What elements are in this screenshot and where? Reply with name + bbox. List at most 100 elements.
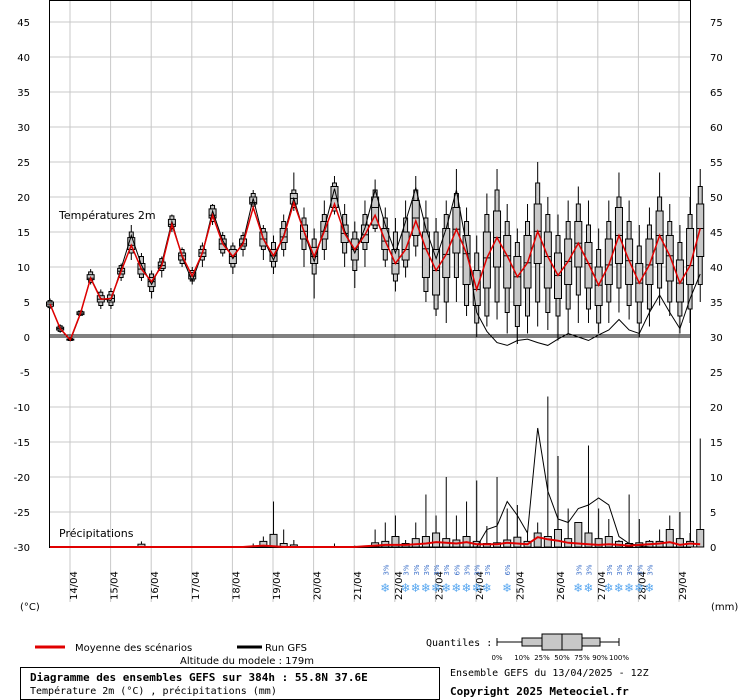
date-label: 20/04 — [313, 571, 324, 600]
quantile-tick-label: 100% — [609, 654, 629, 662]
left-tick-label: -15 — [14, 438, 30, 449]
copyright-label: Copyright 2025 Meteociel.fr — [450, 685, 629, 698]
left-tick-label: -20 — [14, 473, 30, 484]
snow-percent-label: 3% — [575, 564, 583, 575]
right-tick-label: 5 — [710, 508, 716, 519]
snow-percent-label: 3% — [413, 564, 421, 575]
temp-box — [513, 256, 522, 306]
series-lines — [49, 186, 701, 548]
date-label: 26/04 — [556, 571, 567, 600]
precipitation-boxplots — [137, 396, 705, 548]
date-label: 25/04 — [516, 571, 527, 600]
temp-box — [371, 196, 380, 226]
quantile-tick-label: 90% — [592, 654, 608, 662]
snowflake-icon: ❄ — [411, 581, 421, 595]
temp-box — [584, 242, 593, 289]
snow-markers: 3%❄3%❄3%❄3%❄3%❄3%❄6%❄3%❄3%❄3%❄6%❄3%❄3%❄3… — [380, 564, 654, 595]
date-label: 14/04 — [69, 571, 80, 600]
quantile-key — [496, 633, 620, 651]
snowflake-icon: ❄ — [421, 581, 431, 595]
temp-box — [432, 249, 441, 296]
snowflake-icon: ❄ — [624, 581, 634, 595]
ensemble-label: Ensemble GEFS du 13/04/2025 - 12Z — [450, 668, 649, 679]
precip-box — [269, 533, 278, 548]
quantile-tick-label: 0% — [491, 654, 502, 662]
snowflake-icon: ❄ — [634, 581, 644, 595]
snowflake-icon: ❄ — [614, 581, 624, 595]
left-tick-label: 10 — [17, 263, 30, 274]
precip-box — [665, 529, 674, 548]
date-label: 17/04 — [191, 571, 202, 600]
chart-title: Diagramme des ensembles GEFS sur 384h : … — [30, 671, 368, 684]
quantile-tick-label: 25% — [534, 654, 550, 662]
date-label: 18/04 — [231, 571, 242, 600]
date-label: 16/04 — [150, 571, 161, 600]
snowflake-icon: ❄ — [431, 581, 441, 595]
date-label: 23/04 — [434, 571, 445, 600]
right-tick-label: 15 — [710, 438, 723, 449]
snowflake-icon: ❄ — [451, 581, 461, 595]
precip-box — [584, 532, 593, 548]
altitude-label: Altitude du modele : 179m — [180, 656, 314, 667]
snow-percent-label: 3% — [474, 564, 482, 575]
snow-percent-label: 3% — [585, 564, 593, 575]
left-tick-label: 5 — [24, 298, 30, 309]
left-tick-label: 35 — [17, 88, 30, 99]
mean-precip-line — [50, 536, 701, 548]
snowflake-icon: ❄ — [604, 581, 614, 595]
right-tick-label: 35 — [710, 298, 723, 309]
snow-percent-label: 3% — [626, 564, 634, 575]
left-tick-label: 20 — [17, 193, 30, 204]
quantiles-label: Quantiles : — [426, 638, 492, 649]
date-label: 24/04 — [475, 571, 486, 600]
right-tick-label: 75 — [710, 18, 723, 29]
snowflake-icon: ❄ — [472, 581, 482, 595]
x-axis-date-ticks: 14/04 15/04 16/04 17/04 18/04 19/04 20/04 21/04… — [69, 571, 689, 600]
precip-box — [543, 536, 552, 548]
precip-box — [513, 536, 522, 548]
precip-box — [421, 536, 430, 548]
snowflake-icon: ❄ — [380, 581, 390, 595]
right-tick-label: 30 — [710, 333, 723, 344]
temp-section-label: Températures 2m — [58, 209, 156, 222]
snow-percent-label: 3% — [646, 564, 654, 575]
right-tick-label: 65 — [710, 88, 723, 99]
precip-box — [554, 529, 562, 548]
temp-box — [686, 228, 695, 285]
mean-temperature-line — [49, 200, 701, 342]
quantile-tick-label: 50% — [554, 654, 570, 662]
snow-percent-label: 3% — [484, 564, 492, 575]
right-tick-label: 45 — [710, 228, 723, 239]
quantile-tick-label: 10% — [514, 654, 530, 662]
date-label: 21/04 — [353, 571, 364, 600]
right-tick-label: 10 — [710, 473, 723, 484]
snowflake-icon: ❄ — [401, 581, 411, 595]
snow-percent-label: 3% — [382, 564, 390, 575]
snow-percent-label: 3% — [464, 564, 472, 575]
date-label: 28/04 — [637, 571, 648, 600]
precip-box — [594, 538, 603, 548]
precip-box — [574, 522, 583, 548]
snow-percent-label: 3% — [423, 564, 431, 575]
precip-box — [411, 538, 420, 548]
right-tick-label: 55 — [710, 158, 723, 169]
right-tick-label: 50 — [710, 193, 723, 204]
temp-box — [543, 231, 552, 289]
snowflake-icon: ❄ — [644, 581, 654, 595]
right-tick-label: 60 — [710, 123, 723, 134]
legend-mean-label: Moyenne des scénarios — [75, 642, 192, 654]
right-tick-label: 40 — [710, 263, 723, 274]
temp-box — [665, 235, 674, 282]
chart-subtitle: Température 2m (°C) , précipitations (mm… — [30, 685, 277, 697]
snowflake-icon: ❄ — [583, 581, 593, 595]
date-label: 22/04 — [394, 571, 405, 600]
precip-box — [696, 529, 705, 548]
legend-gfs-label: Run GFS — [265, 643, 307, 654]
temp-box — [381, 228, 390, 250]
snow-percent-label: 3% — [606, 564, 614, 575]
left-axis-ticks: 45 40 35 30 25 20 15 10 5 0 -5 -10 -15 -20 -25 -30 — [14, 18, 30, 554]
snow-percent-label: 3% — [433, 564, 441, 575]
left-tick-label: -30 — [14, 543, 30, 554]
